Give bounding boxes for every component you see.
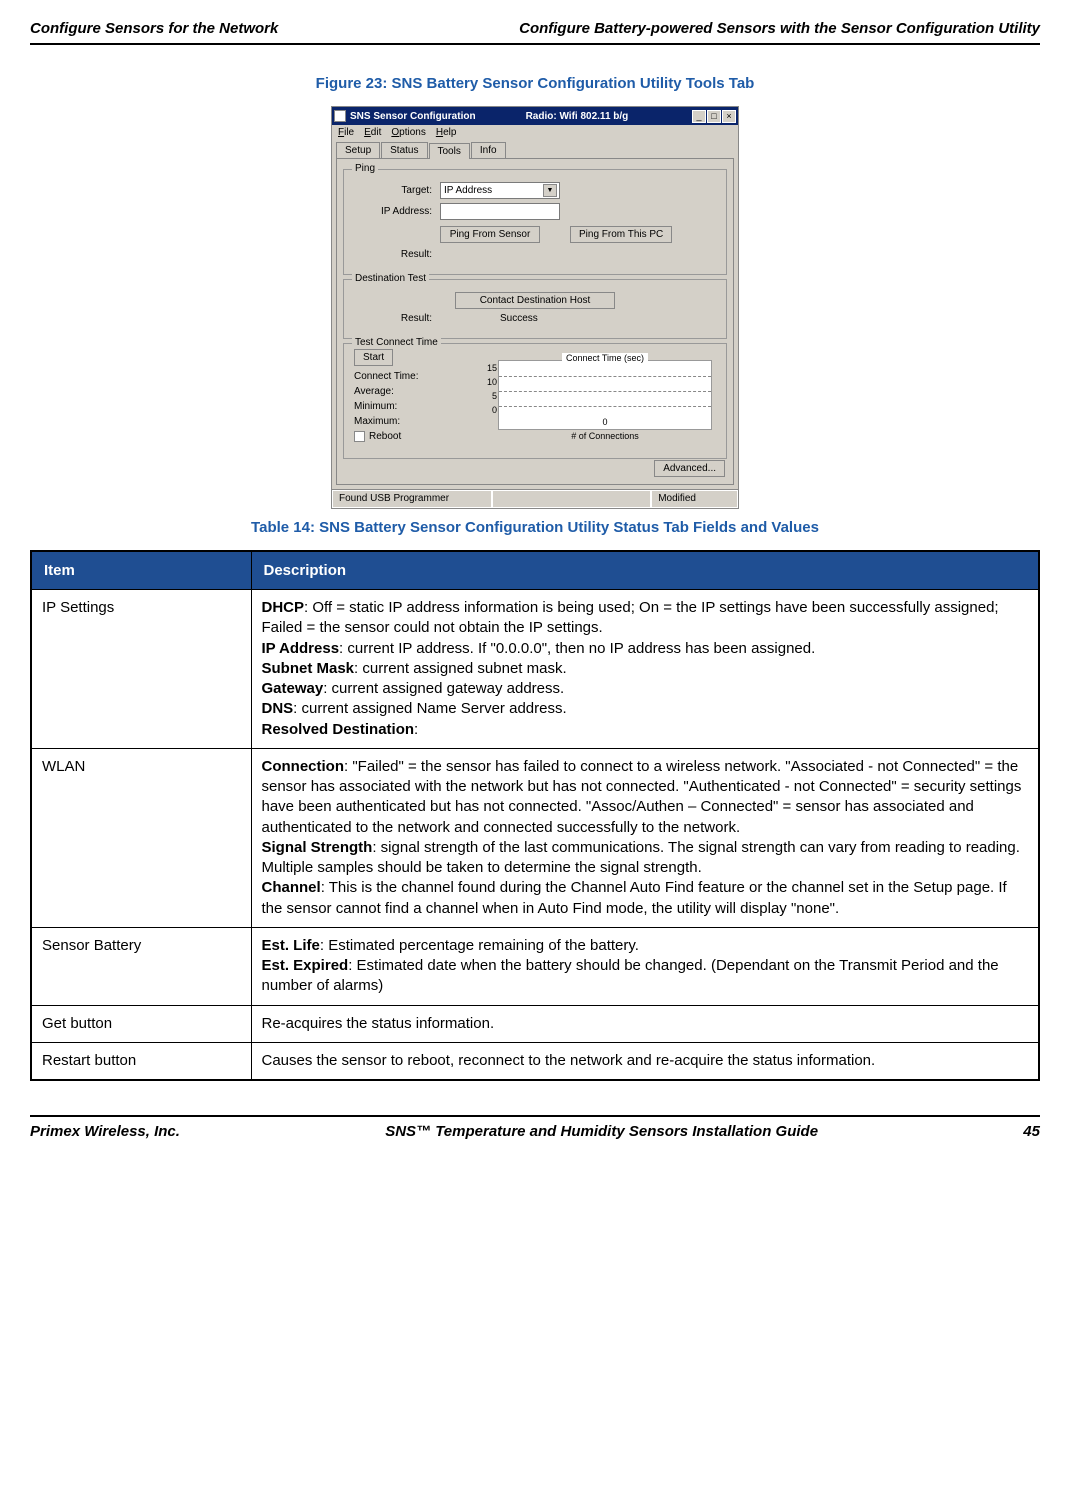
ping-from-pc-button[interactable]: Ping From This PC: [570, 226, 672, 243]
advanced-button[interactable]: Advanced...: [654, 460, 725, 477]
footer-center: SNS™ Temperature and Humidity Sensors In…: [385, 1123, 818, 1140]
target-dropdown[interactable]: IP Address ▼: [440, 182, 560, 199]
table-row: Restart buttonCauses the sensor to reboo…: [31, 1042, 1039, 1080]
table-row: Get buttonRe-acquires the status informa…: [31, 1005, 1039, 1042]
chart-title: Connect Time (sec): [562, 353, 648, 363]
ping-group-title: Ping: [352, 163, 378, 174]
status-mid: [492, 490, 652, 508]
screenshot: SNS Sensor Configuration Radio: Wifi 802…: [30, 106, 1040, 509]
connect-time-label: Connect Time:: [354, 371, 418, 382]
th-desc: Description: [251, 551, 1039, 590]
tab-tools[interactable]: Tools: [429, 143, 470, 159]
cell-item: Get button: [31, 1005, 251, 1042]
connect-time-chart: Connect Time (sec) 15 10 5 0 0 #: [498, 360, 712, 430]
tab-panel: Ping Target: IP Address ▼ IP Address: Pi…: [336, 158, 734, 485]
dest-group-title: Destination Test: [352, 273, 429, 284]
status-right: Modified: [651, 490, 738, 508]
page-header: Configure Sensors for the Network Config…: [30, 20, 1040, 45]
header-right: Configure Battery-powered Sensors with t…: [519, 20, 1040, 37]
ip-input[interactable]: [440, 203, 560, 220]
table-row: Sensor BatteryEst. Life: Estimated perce…: [31, 927, 1039, 1005]
close-icon[interactable]: ×: [722, 110, 736, 123]
th-item: Item: [31, 551, 251, 590]
cell-item: IP Settings: [31, 590, 251, 749]
target-value: IP Address: [444, 185, 492, 196]
chevron-down-icon: ▼: [543, 184, 557, 197]
cell-desc: Est. Life: Estimated percentage remainin…: [251, 927, 1039, 1005]
menu-help[interactable]: Help: [436, 127, 457, 138]
target-label: Target:: [354, 185, 432, 196]
footer-right: 45: [1023, 1123, 1040, 1140]
tab-strip: Setup Status Tools Info: [332, 140, 738, 158]
ping-from-sensor-button[interactable]: Ping From Sensor: [440, 226, 540, 243]
dest-result-value: Success: [500, 313, 538, 324]
titlebar: SNS Sensor Configuration Radio: Wifi 802…: [332, 107, 738, 125]
cell-item: Restart button: [31, 1042, 251, 1080]
chart-x-label: # of Connections: [571, 431, 639, 441]
table-caption: Table 14: SNS Battery Sensor Configurati…: [30, 519, 1040, 536]
cell-desc: Re-acquires the status information.: [251, 1005, 1039, 1042]
dest-result-label: Result:: [354, 313, 432, 324]
description-table: Item Description IP SettingsDHCP: Off = …: [30, 550, 1040, 1081]
gridline: [499, 406, 711, 407]
tab-info[interactable]: Info: [471, 142, 506, 158]
minimize-icon[interactable]: _: [692, 110, 706, 123]
gridline: [499, 391, 711, 392]
titlebar-icon: [334, 110, 346, 122]
contact-host-button[interactable]: Contact Destination Host: [455, 292, 615, 309]
ytick: 15: [483, 363, 497, 373]
menu-edit[interactable]: Edit: [364, 127, 381, 138]
figure-caption: Figure 23: SNS Battery Sensor Configurat…: [30, 75, 1040, 92]
start-button[interactable]: Start: [354, 349, 393, 366]
max-label: Maximum:: [354, 416, 400, 427]
ytick: 0: [483, 405, 497, 415]
avg-label: Average:: [354, 386, 394, 397]
footer-left: Primex Wireless, Inc.: [30, 1123, 180, 1140]
chart-yticks: 15 10 5 0: [483, 363, 497, 415]
ip-label: IP Address:: [354, 206, 432, 217]
ytick: 5: [483, 391, 497, 401]
page-footer: Primex Wireless, Inc. SNS™ Temperature a…: [30, 1115, 1040, 1140]
ytick: 10: [483, 377, 497, 387]
xtick: 0: [602, 417, 607, 427]
min-label: Minimum:: [354, 401, 397, 412]
window-title: SNS Sensor Configuration: [350, 111, 476, 122]
table-row: WLANConnection: "Failed" = the sensor ha…: [31, 748, 1039, 927]
cell-item: WLAN: [31, 748, 251, 927]
reboot-label: Reboot: [369, 431, 401, 442]
conn-group-title: Test Connect Time: [352, 337, 441, 348]
tab-status[interactable]: Status: [381, 142, 427, 158]
reboot-checkbox[interactable]: [354, 431, 365, 442]
ping-group: Ping Target: IP Address ▼ IP Address: Pi…: [343, 169, 727, 275]
maximize-icon[interactable]: □: [707, 110, 721, 123]
menu-file[interactable]: File: [338, 127, 354, 138]
table-row: IP SettingsDHCP: Off = static IP address…: [31, 590, 1039, 749]
conn-group: Test Connect Time Start Connect Time: Av…: [343, 343, 727, 459]
tab-setup[interactable]: Setup: [336, 142, 380, 158]
gridline: [499, 376, 711, 377]
cell-desc: Causes the sensor to reboot, reconnect t…: [251, 1042, 1039, 1080]
statusbar: Found USB Programmer Modified: [332, 489, 738, 508]
menubar: File Edit Options Help: [332, 125, 738, 140]
ping-result-label: Result:: [354, 249, 432, 260]
cell-item: Sensor Battery: [31, 927, 251, 1005]
header-left: Configure Sensors for the Network: [30, 20, 278, 37]
cell-desc: Connection: "Failed" = the sensor has fa…: [251, 748, 1039, 927]
menu-options[interactable]: Options: [391, 127, 425, 138]
dest-group: Destination Test Contact Destination Hos…: [343, 279, 727, 339]
cell-desc: DHCP: Off = static IP address informatio…: [251, 590, 1039, 749]
app-window: SNS Sensor Configuration Radio: Wifi 802…: [331, 106, 739, 509]
status-left: Found USB Programmer: [332, 490, 492, 508]
radio-label: Radio: Wifi 802.11 b/g: [526, 111, 629, 122]
